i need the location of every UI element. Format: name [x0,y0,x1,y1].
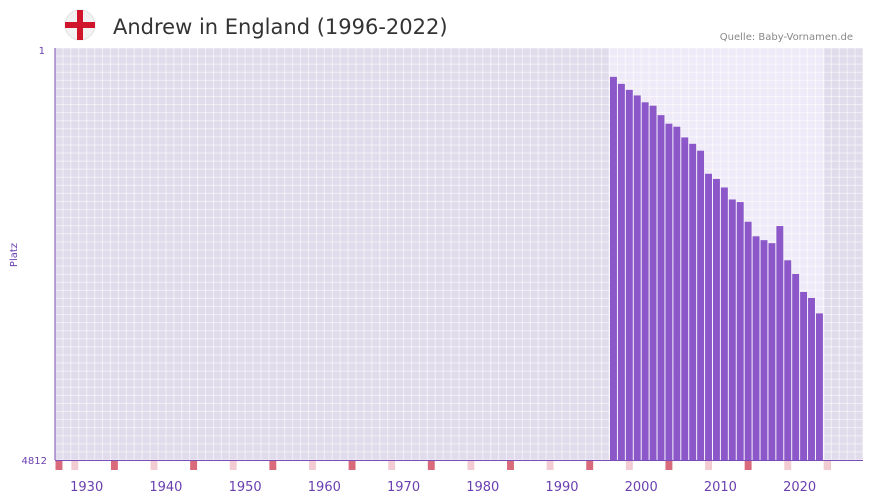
marker-1963 [348,461,356,470]
bar-2012 [736,202,744,461]
marker-1953 [269,461,277,470]
marker-1933 [110,461,118,470]
bar-2010 [720,187,728,460]
bar-2022 [815,313,823,460]
x-tick-label: 1970 [387,480,420,495]
bar-2008 [705,173,712,460]
marker-1948 [229,461,237,470]
marker-1998 [625,461,633,470]
bar-1999 [633,95,641,461]
bar-2000 [641,102,649,460]
marker-1928 [71,461,79,470]
bar-2007 [697,150,705,460]
x-tick-label: 1980 [466,480,499,495]
bar-2004 [673,126,681,461]
x-tick-label: 2020 [783,480,816,495]
marker-1983 [507,461,514,470]
axes [54,48,863,461]
marker-1926 [55,461,63,470]
bar-2015 [760,240,768,460]
x-tick-label: 2000 [625,480,658,495]
marker-2003 [665,461,673,470]
bar-2013 [744,221,752,460]
x-tick-labels: 1930 1940 1950 1960 1970 1980 1990 2000 2010 2020 [70,480,816,495]
bar-2009 [712,178,720,461]
bar-2001 [649,105,657,460]
bar-2018 [784,260,792,460]
y-axis-label: Platz [9,243,20,267]
marker-1988 [546,461,554,470]
bar-1996 [610,76,617,461]
marker-1968 [388,461,396,470]
england-flag-icon [64,9,96,41]
bar-2017 [776,226,784,460]
bar-2016 [768,243,776,460]
marker-2018 [784,461,792,470]
marker-1973 [427,461,435,470]
marker-1938 [150,461,158,470]
marker-1958 [308,461,316,470]
marker-1993 [586,461,594,470]
y-tick-top: 1 [39,46,45,57]
marker-1978 [467,461,475,470]
chart-title: Andrew in England (1996-2022) [113,15,448,39]
x-tick-label: 2010 [704,480,737,495]
bar-2014 [752,236,760,460]
x-tick-label: 1960 [308,480,341,495]
marker-2008 [705,461,712,470]
source-label: Quelle: Baby-Vornamen.de [720,32,853,43]
decade-markers [55,461,831,470]
bar-2002 [657,115,665,461]
bar-1998 [625,89,633,461]
marker-2023 [823,461,831,470]
y-tick-bottom: 4812 [22,456,47,467]
x-tick-label: 1930 [70,480,103,495]
bar-2021 [808,297,815,460]
grid-lines [54,47,864,461]
x-tick-label: 1940 [149,480,182,495]
bar-2020 [800,291,808,460]
bar-2005 [681,137,689,461]
bar-2006 [689,143,697,461]
bar-series [610,76,823,461]
x-tick-label: 1950 [229,480,262,495]
marker-2013 [744,461,752,470]
x-tick-label: 1990 [545,480,578,495]
marker-1943 [190,461,198,470]
bar-2003 [665,123,673,460]
bar-2011 [728,199,736,460]
bar-1997 [617,83,625,461]
bar-2019 [792,273,800,460]
